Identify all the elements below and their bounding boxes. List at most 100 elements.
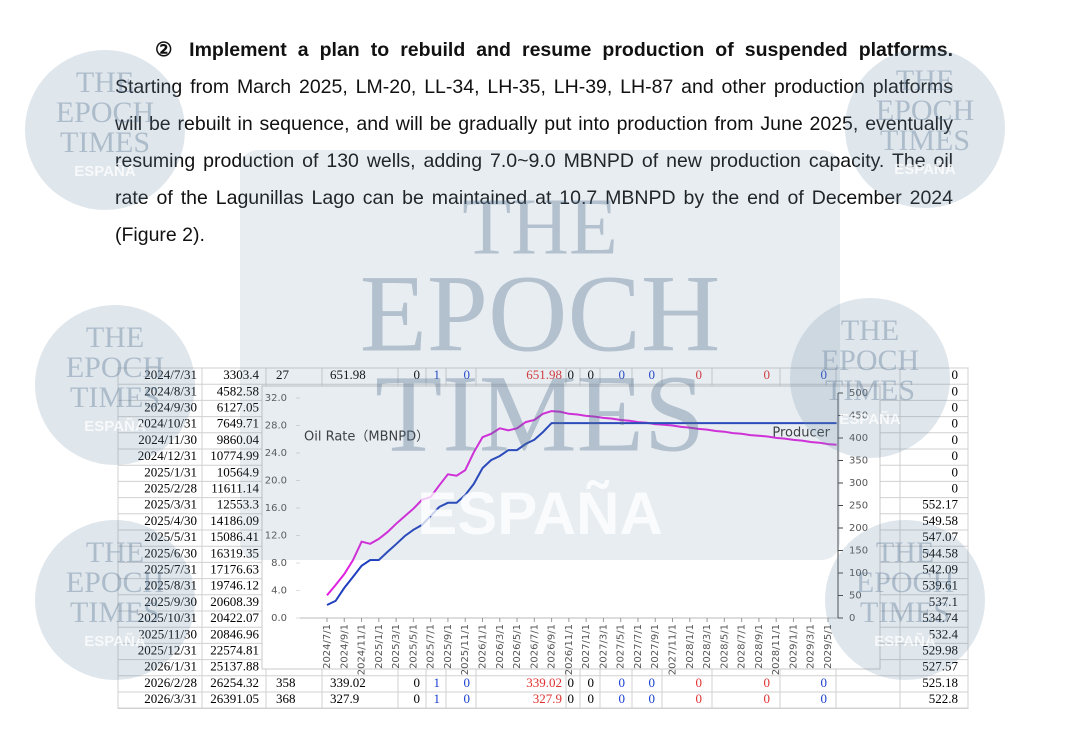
table-cell: 2025/10/31	[138, 610, 197, 625]
y2-tick-label: 350	[849, 456, 868, 467]
table-cell: 0	[464, 675, 471, 690]
table-cell: 544.58	[922, 545, 958, 560]
table-cell: 2024/8/31	[144, 383, 197, 398]
table-cell: 2026/1/31	[144, 659, 197, 674]
table-cell: 0	[764, 691, 771, 706]
table-cell: 0	[821, 675, 828, 690]
table-cell: 522.8	[929, 691, 958, 706]
table-cell: 0	[414, 675, 421, 690]
table-cell: 0	[414, 367, 421, 382]
table-cell: 368	[276, 691, 296, 706]
x-tick-label: 2026/5/1	[512, 624, 523, 669]
table-cell: 20608.39	[210, 594, 259, 609]
table-cell: 19746.12	[210, 578, 259, 593]
table-cell: 0	[696, 675, 703, 690]
y-tick-label: 24.0	[265, 448, 287, 459]
x-tick-label: 2025/3/1	[391, 624, 402, 669]
y2-axis-title: Producer	[772, 426, 830, 441]
table-cell: 7649.71	[217, 416, 259, 431]
table-cell: 20846.96	[210, 626, 259, 641]
x-tick-label: 2024/7/1	[322, 624, 333, 669]
table-cell: 0	[619, 691, 626, 706]
x-tick-label: 2026/3/1	[495, 624, 506, 669]
table-cell: 0	[568, 675, 575, 690]
table-cell: 525.18	[922, 675, 958, 690]
table-cell: 2024/12/31	[138, 448, 197, 463]
table-cell: 549.58	[922, 513, 958, 528]
chart-box	[261, 385, 881, 670]
table-cell: 0	[952, 416, 959, 431]
table-cell: 2026/3/31	[144, 691, 197, 706]
table-cell: 2024/7/31	[144, 367, 197, 382]
table-cell: 0	[952, 399, 959, 414]
table-cell: 9860.04	[217, 432, 260, 447]
table-cell: 26391.05	[210, 691, 259, 706]
x-tick-label: 2028/1/1	[685, 624, 696, 669]
table-cell: 6127.05	[217, 399, 259, 414]
table-cell: 2024/11/30	[138, 432, 197, 447]
paragraph-lead: ② Implement a plan to rebuild and resume…	[155, 39, 953, 61]
table-cell: 0	[764, 367, 771, 382]
table-cell: 327.9	[533, 691, 562, 706]
table-cell: 0	[821, 691, 828, 706]
table-cell: 2025/12/31	[138, 642, 197, 657]
x-tick-label: 2024/11/1	[357, 624, 368, 675]
table-cell: 0	[464, 367, 471, 382]
table-cell: 2025/3/31	[144, 497, 197, 512]
table-cell: 11611.14	[211, 480, 259, 495]
x-tick-label: 2028/9/1	[754, 624, 765, 669]
table-cell: 0	[588, 691, 595, 706]
table-cell: 3303.4	[223, 367, 259, 382]
table-cell: 0	[649, 691, 656, 706]
table-cell: 0	[764, 675, 771, 690]
y-tick-label: 12.0	[265, 531, 287, 542]
table-cell: 0	[952, 448, 959, 463]
table-cell: 1	[434, 691, 441, 706]
y2-tick-label: 150	[849, 546, 868, 557]
x-tick-label: 2028/5/1	[719, 624, 730, 669]
y2-tick-label: 200	[849, 523, 868, 534]
x-tick-label: 2027/5/1	[616, 624, 627, 669]
series-line	[326, 410, 837, 596]
table-cell: 20422.07	[210, 610, 259, 625]
y2-tick-label: 400	[849, 433, 868, 444]
table-cell: 527.57	[922, 659, 958, 674]
table-cell: 0	[619, 367, 626, 382]
table-cell: 2025/4/30	[144, 513, 197, 528]
x-tick-label: 2027/1/1	[581, 624, 592, 669]
table-cell: 547.07	[922, 529, 958, 544]
table-cell: 339.02	[526, 675, 562, 690]
y2-tick-label: 300	[849, 478, 868, 489]
x-tick-label: 2024/9/1	[339, 624, 350, 669]
table-cell: 0	[952, 367, 959, 382]
table-cell: 0	[588, 675, 595, 690]
y2-tick-label: 0	[849, 613, 855, 624]
table-cell: 358	[276, 675, 296, 690]
table-cell: 2024/10/31	[138, 416, 197, 431]
x-tick-label: 2025/5/1	[408, 624, 419, 669]
table-cell: 16319.35	[210, 545, 259, 560]
series-line	[326, 422, 837, 606]
x-tick-label: 2028/11/1	[771, 624, 782, 675]
table-cell: 0	[952, 383, 959, 398]
table-cell: 15086.41	[210, 529, 259, 544]
x-tick-label: 2027/7/1	[633, 624, 644, 669]
y2-tick-label: 250	[849, 501, 868, 512]
table-cell: 0	[649, 367, 656, 382]
table-cell: 12553.3	[217, 497, 259, 512]
y2-tick-label: 500	[849, 388, 868, 399]
table-cell: 0	[568, 691, 575, 706]
y-tick-label: 16.0	[265, 503, 287, 514]
table-cell: 0	[568, 367, 575, 382]
x-tick-label: 2025/9/1	[443, 624, 454, 669]
x-tick-label: 2026/11/1	[564, 624, 575, 675]
x-tick-label: 2026/1/1	[477, 624, 488, 669]
table-cell: 2025/8/31	[144, 578, 197, 593]
table-cell: 0	[649, 675, 656, 690]
table-cell: 0	[952, 480, 959, 495]
y-tick-label: 8.0	[271, 558, 287, 569]
table-cell: 651.98	[330, 367, 366, 382]
y-axis-title: Oil Rate（MBNPD）	[304, 430, 429, 445]
table-cell: 26254.32	[210, 675, 259, 690]
